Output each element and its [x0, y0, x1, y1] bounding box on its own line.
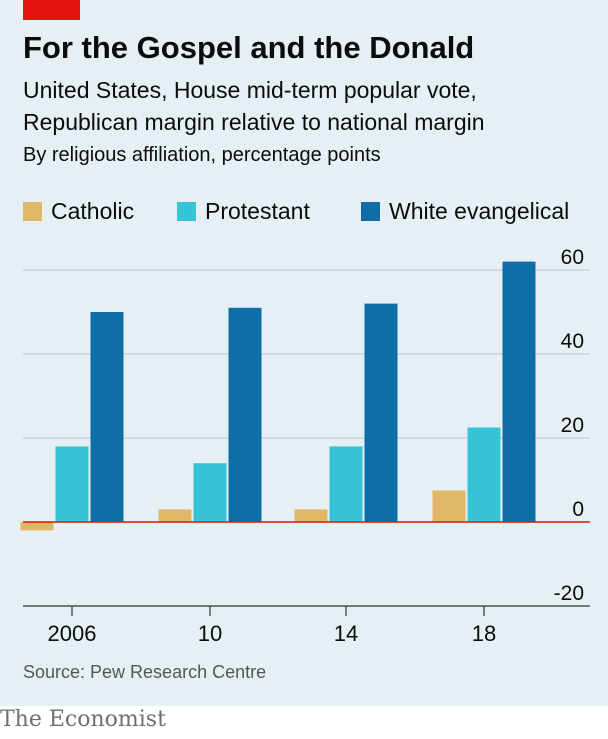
legend-swatch-catholic	[23, 202, 42, 221]
legend-item-protestant: Protestant	[177, 198, 310, 225]
unit-label: By religious affiliation, percentage poi…	[23, 144, 381, 166]
legend-label-protestant: Protestant	[205, 198, 310, 224]
subtitle-line-1: United States, House mid-term popular vo…	[23, 77, 477, 103]
catholic-bar	[20, 522, 54, 531]
bar-chart: 60 40 20 0 -20 2006 10 14 18	[20, 246, 590, 646]
y-tick-label: 40	[561, 330, 584, 353]
protestant-bar	[329, 446, 363, 522]
legend-swatch-protestant	[177, 202, 196, 221]
legend: Catholic Protestant White evangelical	[23, 198, 593, 228]
evangelical-bar	[228, 307, 262, 522]
x-tick-label: 14	[334, 621, 358, 646]
chart-subtitle: United States, House mid-term popular vo…	[23, 74, 485, 138]
protestant-bar	[55, 446, 89, 522]
y-tick-label: -20	[554, 582, 584, 605]
legend-label-evangelical: White evangelical	[389, 198, 570, 224]
source-note: Source: Pew Research Centre	[23, 662, 267, 682]
x-tick-label: 18	[472, 621, 496, 646]
catholic-bar	[432, 490, 466, 522]
catholic-bar	[158, 509, 192, 522]
legend-item-catholic: Catholic	[23, 198, 134, 225]
chart-title: For the Gospel and the Donald	[23, 30, 475, 65]
brand-red-bar	[23, 0, 80, 20]
x-tick-label: 2006	[48, 621, 97, 646]
protestant-bar	[467, 427, 501, 522]
protestant-bar	[193, 463, 227, 522]
y-tick-label: 60	[561, 246, 584, 269]
economist-logo: The Economist	[0, 707, 166, 732]
legend-item-evangelical: White evangelical	[361, 198, 569, 225]
evangelical-bar	[90, 312, 124, 522]
legend-swatch-evangelical	[361, 202, 380, 221]
evangelical-bar	[364, 303, 398, 522]
subtitle-line-2: Republican margin relative to national m…	[23, 109, 485, 135]
y-tick-label: 0	[572, 498, 584, 521]
x-tick-label: 10	[198, 621, 222, 646]
y-tick-label: 20	[561, 414, 584, 437]
evangelical-bar	[502, 261, 536, 522]
legend-label-catholic: Catholic	[51, 198, 135, 224]
catholic-bar	[294, 509, 328, 522]
